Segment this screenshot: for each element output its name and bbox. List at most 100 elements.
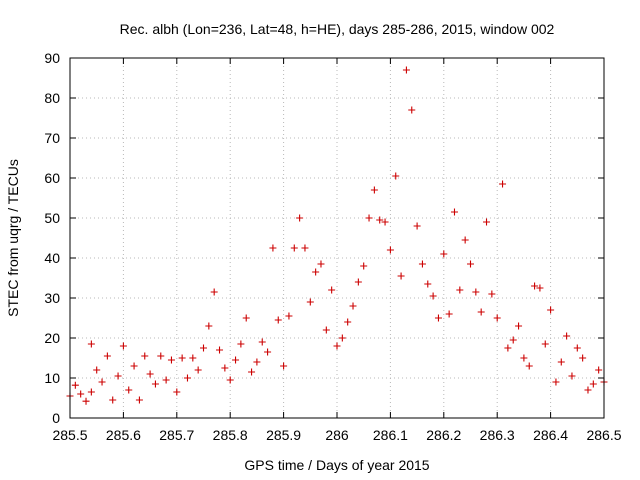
data-point (579, 354, 587, 362)
data-point (515, 322, 523, 330)
y-tick-label: 60 (44, 170, 60, 186)
data-point (183, 374, 191, 382)
data-point (82, 397, 90, 405)
y-tick-label: 80 (44, 90, 60, 106)
data-point (194, 366, 202, 374)
data-point (151, 380, 159, 388)
data-point (349, 302, 357, 310)
data-point (232, 356, 240, 364)
data-point (483, 218, 491, 226)
data-point (376, 216, 384, 224)
data-point (595, 366, 603, 374)
data-point (338, 334, 346, 342)
data-point (402, 66, 410, 74)
data-point (525, 362, 533, 370)
data-point (450, 208, 458, 216)
data-point (280, 362, 288, 370)
data-point (103, 352, 111, 360)
x-tick-labels: 285.5 285.6 285.7 285.8 285.9 286 286.1 286.2 28… (52, 427, 621, 443)
data-point (189, 354, 197, 362)
data-point (413, 222, 421, 230)
data-point (93, 366, 101, 374)
data-point (440, 250, 448, 258)
data-point (456, 286, 464, 294)
data-point (312, 268, 320, 276)
y-tick-label: 70 (44, 130, 60, 146)
data-point (301, 244, 309, 252)
x-tick-label: 286.2 (426, 427, 461, 443)
data-point (114, 372, 122, 380)
data-point (541, 340, 549, 348)
data-point (253, 358, 261, 366)
data-point (418, 260, 426, 268)
data-point (296, 214, 304, 222)
data-point (317, 260, 325, 268)
data-point (157, 352, 165, 360)
data-point (269, 244, 277, 252)
data-point (125, 386, 133, 394)
grid (70, 58, 604, 418)
data-point (237, 340, 245, 348)
data-point (354, 278, 362, 286)
y-tick-labels: 0 10 20 30 40 50 60 70 80 90 (44, 50, 60, 426)
data-point (216, 346, 224, 354)
data-point (178, 354, 186, 362)
data-point (488, 290, 496, 298)
data-point (552, 378, 560, 386)
y-tick-label: 40 (44, 250, 60, 266)
data-point (386, 246, 394, 254)
x-tick-label: 286 (325, 427, 349, 443)
x-tick-label: 285.8 (213, 427, 248, 443)
data-point (146, 370, 154, 378)
data-point (461, 236, 469, 244)
data-point (531, 282, 539, 290)
data-point (568, 372, 576, 380)
x-tick-label: 285.6 (106, 427, 141, 443)
x-tick-label: 286.5 (586, 427, 621, 443)
data-point (77, 390, 85, 398)
data-point (499, 180, 507, 188)
data-point (434, 314, 442, 322)
y-tick-label: 90 (44, 50, 60, 66)
data-point (333, 342, 341, 350)
x-tick-label: 286.1 (373, 427, 408, 443)
data-point (429, 292, 437, 300)
data-point (87, 340, 95, 348)
y-tick-label: 20 (44, 330, 60, 346)
data-point (360, 262, 368, 270)
data-point (467, 260, 474, 268)
data-point (221, 364, 229, 372)
data-point (306, 298, 314, 306)
data-point (381, 218, 389, 226)
data-point (589, 380, 597, 388)
y-tick-label: 50 (44, 210, 60, 226)
data-point (285, 312, 293, 320)
data-point (536, 284, 544, 292)
data-points (66, 66, 608, 405)
data-point (520, 354, 528, 362)
data-point (167, 356, 175, 364)
data-point (248, 368, 256, 376)
data-point (557, 358, 565, 366)
data-point (370, 186, 378, 194)
data-point (226, 376, 234, 384)
data-point (135, 396, 143, 404)
data-point (242, 314, 250, 322)
data-point (205, 322, 213, 330)
y-tick-label: 10 (44, 370, 60, 386)
data-point (573, 344, 581, 352)
data-point (344, 318, 352, 326)
x-tick-label: 285.7 (159, 427, 194, 443)
data-point (563, 332, 571, 340)
data-point (322, 326, 330, 334)
data-point (472, 288, 480, 296)
data-point (328, 286, 336, 294)
data-point (71, 381, 79, 389)
data-point (392, 172, 400, 180)
data-point (493, 314, 501, 322)
x-axis-label: GPS time / Days of year 2015 (244, 457, 429, 473)
data-point (504, 344, 512, 352)
data-point (274, 316, 282, 324)
y-tick-label: 30 (44, 290, 60, 306)
